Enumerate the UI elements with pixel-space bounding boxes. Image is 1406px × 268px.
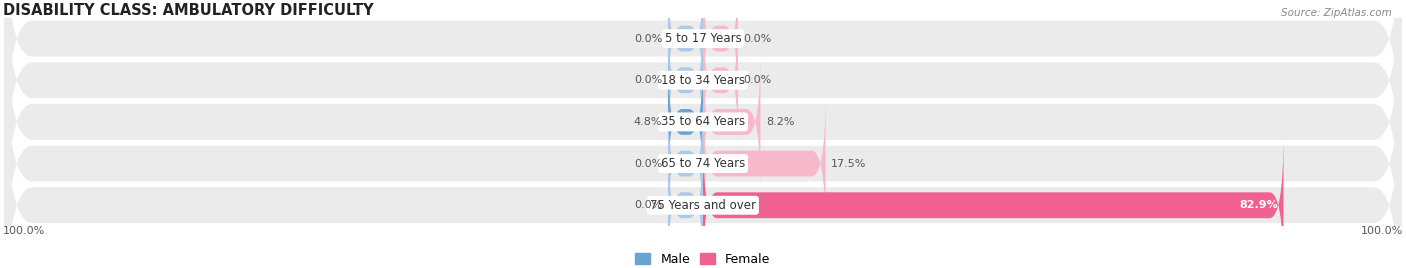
FancyBboxPatch shape: [668, 0, 703, 109]
FancyBboxPatch shape: [703, 135, 1284, 268]
Text: 18 to 34 Years: 18 to 34 Years: [661, 74, 745, 87]
Text: 65 to 74 Years: 65 to 74 Years: [661, 157, 745, 170]
Text: 4.8%: 4.8%: [634, 117, 662, 127]
Text: 0.0%: 0.0%: [634, 200, 662, 210]
FancyBboxPatch shape: [4, 0, 1402, 229]
Text: 0.0%: 0.0%: [634, 75, 662, 85]
Text: 8.2%: 8.2%: [766, 117, 794, 127]
FancyBboxPatch shape: [703, 93, 825, 234]
Text: 75 Years and over: 75 Years and over: [650, 199, 756, 212]
Legend: Male, Female: Male, Female: [636, 253, 770, 266]
FancyBboxPatch shape: [4, 15, 1402, 268]
FancyBboxPatch shape: [668, 10, 703, 151]
Text: 0.0%: 0.0%: [744, 75, 772, 85]
FancyBboxPatch shape: [703, 51, 761, 192]
FancyBboxPatch shape: [703, 0, 738, 109]
Text: 0.0%: 0.0%: [634, 34, 662, 44]
FancyBboxPatch shape: [4, 0, 1402, 187]
Text: 0.0%: 0.0%: [634, 159, 662, 169]
Text: 100.0%: 100.0%: [1361, 226, 1403, 236]
FancyBboxPatch shape: [4, 0, 1402, 268]
FancyBboxPatch shape: [668, 51, 703, 192]
Text: 35 to 64 Years: 35 to 64 Years: [661, 116, 745, 128]
Text: 100.0%: 100.0%: [3, 226, 45, 236]
FancyBboxPatch shape: [668, 135, 703, 268]
Text: DISABILITY CLASS: AMBULATORY DIFFICULTY: DISABILITY CLASS: AMBULATORY DIFFICULTY: [3, 3, 374, 18]
Text: 0.0%: 0.0%: [744, 34, 772, 44]
Text: 5 to 17 Years: 5 to 17 Years: [665, 32, 741, 45]
Text: Source: ZipAtlas.com: Source: ZipAtlas.com: [1281, 8, 1392, 18]
FancyBboxPatch shape: [668, 93, 703, 234]
Text: 17.5%: 17.5%: [831, 159, 866, 169]
Text: 82.9%: 82.9%: [1239, 200, 1278, 210]
FancyBboxPatch shape: [703, 10, 738, 151]
FancyBboxPatch shape: [4, 57, 1402, 268]
